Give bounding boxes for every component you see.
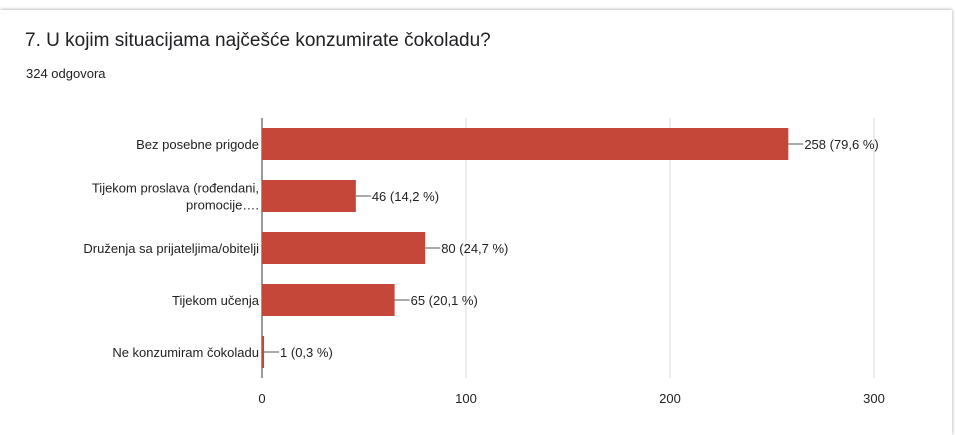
category-label: Tijekom proslava (rođendani, <box>92 181 259 196</box>
x-tick-label: 0 <box>258 391 265 406</box>
data-label: 65 (20,1 %) <box>411 293 478 308</box>
bar <box>262 128 789 160</box>
category-label: Bez posebne prigode <box>136 137 259 152</box>
bars: 258 (79,6 %) 46 (14,2 %) 80 (24,7 %) 65 (20… <box>262 128 879 368</box>
response-count: 324 odgovora <box>26 66 106 81</box>
bar <box>262 180 356 212</box>
bar <box>262 232 426 264</box>
data-label: 46 (14,2 %) <box>372 189 439 204</box>
x-tick-label: 300 <box>863 391 885 406</box>
data-label: 1 (0,3 %) <box>280 345 333 360</box>
question-title: 7. U kojim situacijama najčešće konzumir… <box>25 30 491 51</box>
x-axis-ticks: 0 100 200 300 <box>258 391 884 406</box>
category-label: Tijekom učenja <box>172 293 260 308</box>
data-label: 80 (24,7 %) <box>441 241 508 256</box>
data-label: 258 (79,6 %) <box>804 137 878 152</box>
bar <box>262 336 265 368</box>
category-label: Druženja sa prijateljima/obitelji <box>83 241 259 256</box>
question-card <box>0 10 952 435</box>
bar <box>262 284 395 316</box>
category-label: Ne konzumiram čokoladu <box>112 345 259 360</box>
category-labels: Bez posebne prigode Tijekom proslava (rođ… <box>83 137 259 360</box>
category-label: promocije…. <box>186 198 259 213</box>
x-tick-label: 200 <box>659 391 681 406</box>
x-tick-label: 100 <box>455 391 477 406</box>
